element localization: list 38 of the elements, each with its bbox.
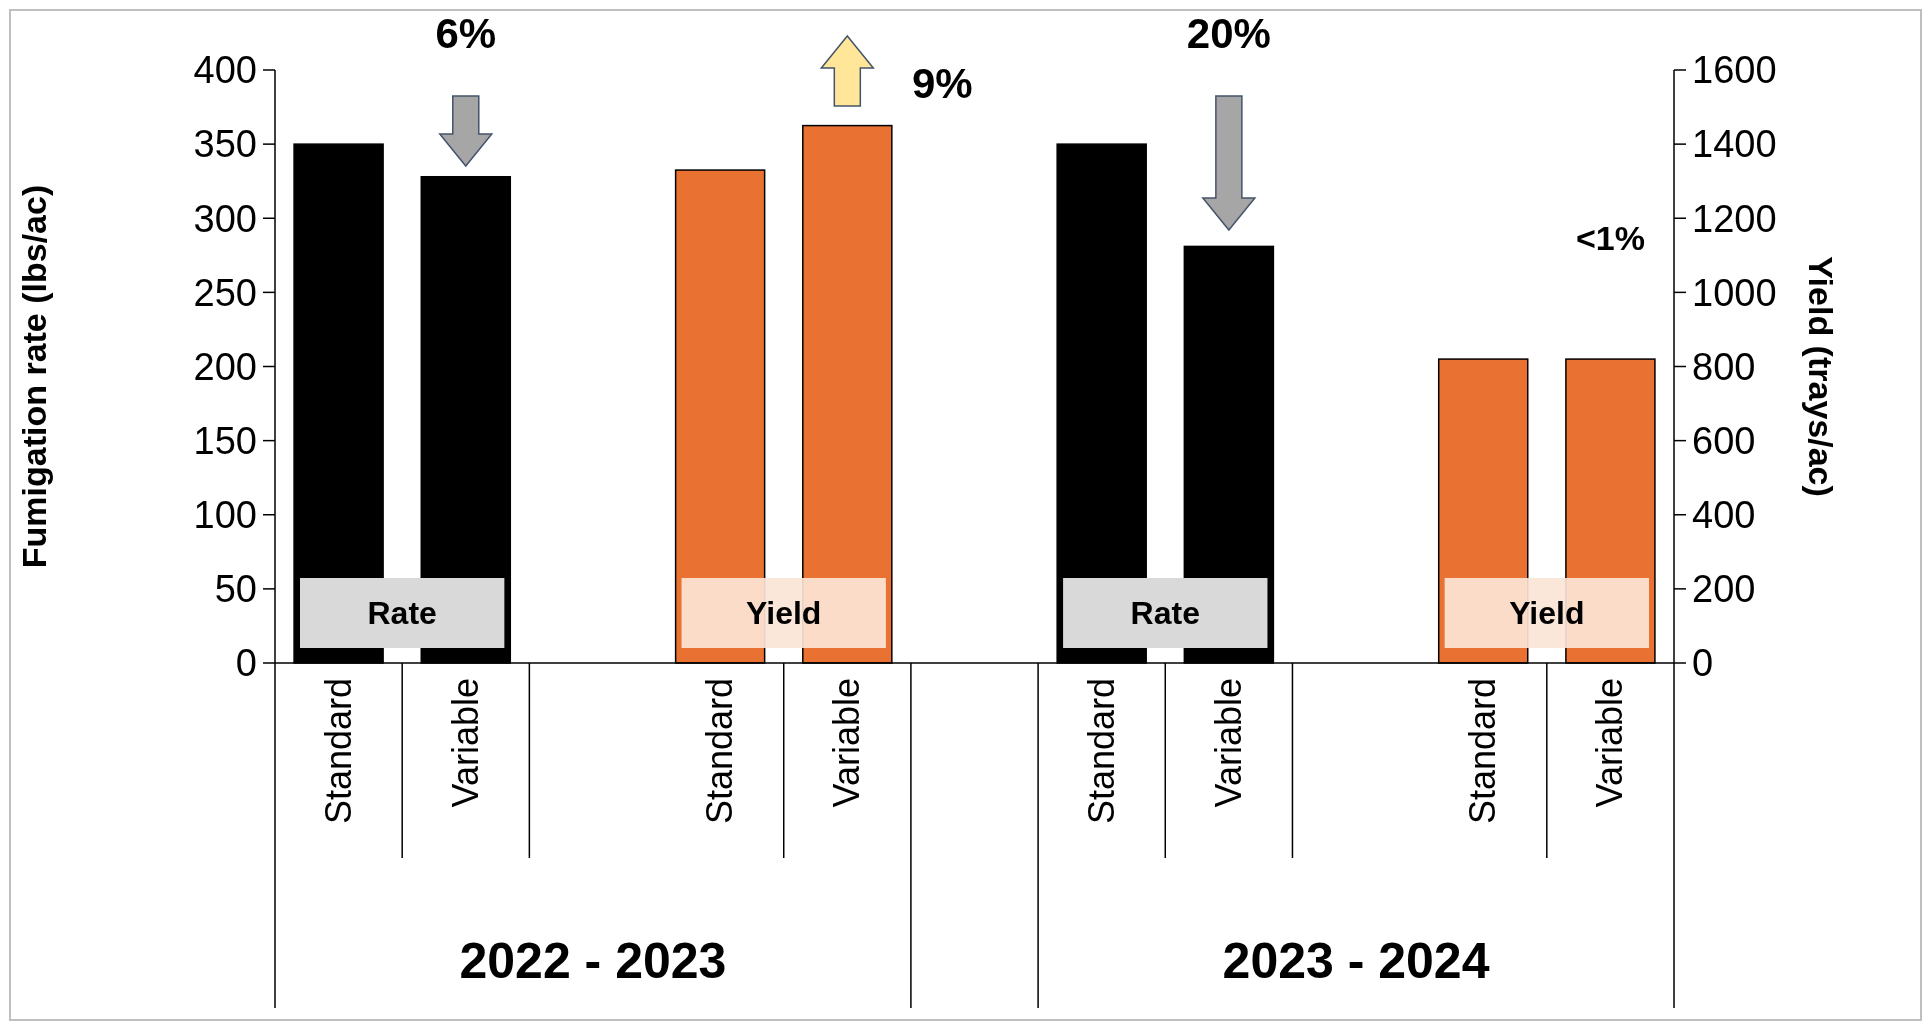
annotation: Yield <box>746 595 822 632</box>
y2-tick-label: 600 <box>1692 419 1756 462</box>
x-tick-label: Variable <box>826 678 868 808</box>
text: 2023 - 2024 <box>1222 933 1490 989</box>
text: 20% <box>1186 10 1271 57</box>
y-tick-label: 50 <box>214 568 257 611</box>
text: 2022 - 2023 <box>459 933 727 989</box>
x-tick-label: Standard <box>317 678 359 825</box>
annotation: <1% <box>1575 219 1645 257</box>
y-tick-label: 100 <box>193 494 257 537</box>
annotation: Yield <box>1509 595 1585 632</box>
annotation: 9% <box>911 60 973 107</box>
x-tick-label: Variable <box>1207 678 1249 808</box>
x-tick-label: Variable <box>1589 678 1631 808</box>
y-tick-label: 250 <box>193 271 257 314</box>
y-tick-label: 0 <box>235 642 257 685</box>
y2-tick-label: 200 <box>1692 568 1756 611</box>
y2-axis-title: Yield (trays/ac) <box>1802 256 1840 497</box>
y2-tick-label: 400 <box>1692 494 1756 537</box>
x-tick-label: Standard <box>1080 678 1122 825</box>
y-tick-label: 150 <box>193 419 257 462</box>
y-axis-title: Fumigation rate (lbs/ac) <box>15 184 53 569</box>
annotation: Rate <box>1130 595 1200 632</box>
y-tick-label: 400 <box>193 49 257 92</box>
x-tick-label: Variable <box>444 678 486 808</box>
y-tick-label: 200 <box>193 345 257 388</box>
x-tick-label: Standard <box>699 678 741 825</box>
y-tick-label: 350 <box>193 123 257 166</box>
text: 6% <box>435 10 497 57</box>
x-tick-label: Standard <box>1462 678 1504 825</box>
y2-tick-label: 1000 <box>1692 271 1777 314</box>
y2-tick-label: 1200 <box>1692 197 1777 240</box>
y2-tick-label: 1600 <box>1692 49 1777 92</box>
y2-tick-label: 1400 <box>1692 123 1777 166</box>
y2-tick-label: 0 <box>1692 642 1714 685</box>
y2-tick-label: 800 <box>1692 345 1756 388</box>
y-tick-label: 300 <box>193 197 257 240</box>
annotation: Rate <box>367 595 437 632</box>
